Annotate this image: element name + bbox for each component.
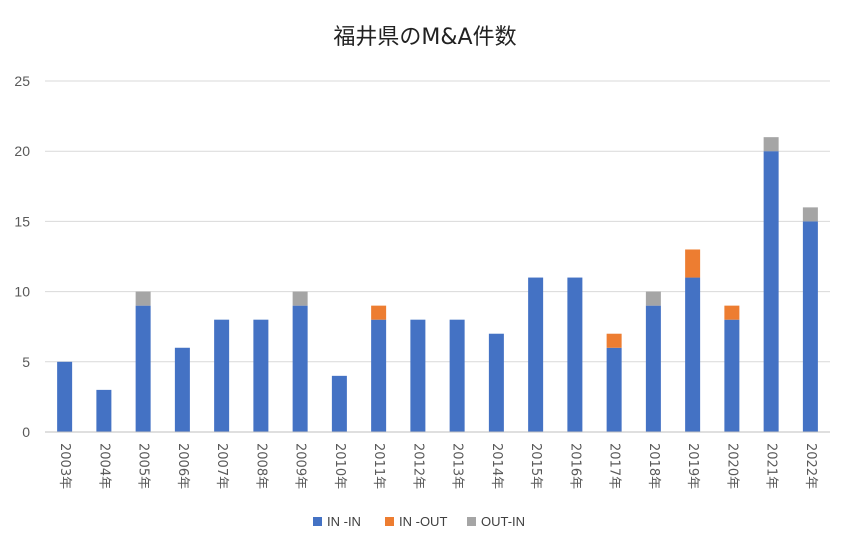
chart-title: 福井県のM&A件数 bbox=[333, 25, 516, 50]
legend-item: IN -OUT bbox=[385, 514, 447, 529]
legend-item: IN -IN bbox=[313, 514, 361, 529]
x-tick-label: 2018年 bbox=[646, 443, 661, 489]
x-tick-label: 2012年 bbox=[410, 443, 425, 489]
x-tick-label: 2010年 bbox=[332, 443, 347, 489]
bar-segment bbox=[292, 305, 308, 432]
bar-segment bbox=[724, 319, 740, 432]
x-tick-label: 2020年 bbox=[724, 443, 739, 489]
gridlines bbox=[45, 80, 830, 363]
legend-label: IN -IN bbox=[327, 514, 361, 529]
bars bbox=[57, 137, 818, 432]
legend: IN -IN IN -OUT OUT-IN bbox=[313, 514, 525, 529]
bar-segment bbox=[606, 333, 622, 348]
bar-segment bbox=[488, 333, 504, 432]
x-tick-label: 2003年 bbox=[57, 443, 72, 489]
y-axis-ticks: 0 5 10 15 20 25 bbox=[14, 73, 30, 440]
bar-segment bbox=[685, 277, 701, 432]
x-tick-label: 2009年 bbox=[293, 443, 308, 489]
bar-segment bbox=[645, 305, 661, 432]
x-tick-label: 2016年 bbox=[567, 443, 582, 489]
y-tick-label: 5 bbox=[22, 354, 30, 370]
bar-segment bbox=[802, 207, 818, 222]
x-tick-label: 2022年 bbox=[803, 443, 818, 489]
x-tick-label: 2011年 bbox=[371, 443, 386, 489]
x-tick-label: 2005年 bbox=[136, 443, 151, 489]
bar-segment bbox=[410, 319, 426, 432]
legend-item: OUT-IN bbox=[467, 514, 525, 529]
bar-segment bbox=[606, 347, 622, 432]
legend-swatch bbox=[467, 517, 476, 526]
bar-segment bbox=[567, 277, 583, 432]
y-tick-label: 25 bbox=[14, 73, 30, 89]
bar-segment bbox=[96, 389, 112, 432]
bar-segment bbox=[763, 137, 779, 152]
x-tick-label: 2021年 bbox=[764, 443, 779, 489]
y-tick-label: 15 bbox=[14, 213, 30, 229]
bar-segment bbox=[331, 375, 347, 432]
bar-segment bbox=[253, 319, 269, 432]
x-tick-label: 2006年 bbox=[175, 443, 190, 489]
x-tick-label: 2017年 bbox=[607, 443, 622, 489]
bar-segment bbox=[174, 347, 190, 432]
legend-swatch bbox=[385, 517, 394, 526]
x-tick-label: 2007年 bbox=[214, 443, 229, 489]
y-tick-label: 0 bbox=[22, 424, 30, 440]
x-axis-ticks: 2003年 2004年 2005年 2006年 2007年 2008年 2009年 2010年… bbox=[57, 443, 818, 489]
x-tick-label: 2008年 bbox=[253, 443, 268, 489]
bar-segment bbox=[685, 249, 701, 278]
bar-segment bbox=[528, 277, 544, 432]
bar-segment bbox=[57, 361, 73, 432]
legend-label: IN -OUT bbox=[399, 514, 447, 529]
bar-segment bbox=[135, 291, 151, 306]
bar-segment bbox=[371, 305, 387, 320]
bar-segment bbox=[763, 151, 779, 432]
legend-label: OUT-IN bbox=[481, 514, 525, 529]
x-tick-label: 2019年 bbox=[685, 443, 700, 489]
bar-segment bbox=[645, 291, 661, 306]
bar-segment bbox=[724, 305, 740, 320]
x-tick-label: 2015年 bbox=[528, 443, 543, 489]
bar-segment bbox=[135, 305, 151, 432]
y-tick-label: 10 bbox=[14, 284, 30, 300]
bar-segment bbox=[371, 319, 387, 432]
x-tick-label: 2014年 bbox=[489, 443, 504, 489]
bar-segment bbox=[292, 291, 308, 306]
x-tick-label: 2004年 bbox=[96, 443, 111, 489]
y-tick-label: 20 bbox=[14, 143, 30, 159]
bar-segment bbox=[214, 319, 230, 432]
bar-segment bbox=[802, 221, 818, 432]
x-tick-label: 2013年 bbox=[450, 443, 465, 489]
legend-swatch bbox=[313, 517, 322, 526]
bar-segment bbox=[449, 319, 465, 432]
